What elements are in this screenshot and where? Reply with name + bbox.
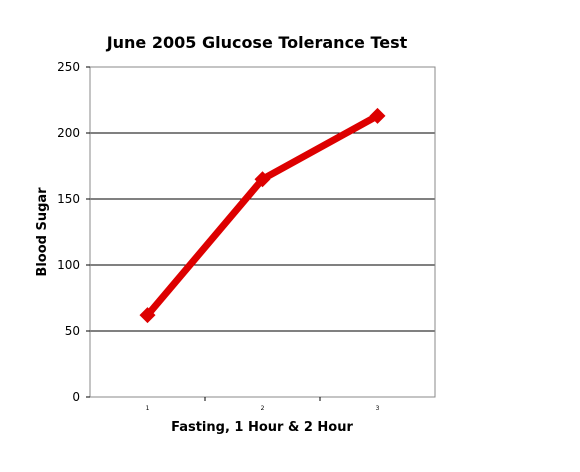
data-point-2	[254, 171, 271, 188]
y-tick-label-200: 200	[57, 126, 80, 140]
x-tick-label-1: 1	[146, 405, 150, 412]
x-tick-label-3: 3	[376, 405, 380, 412]
x-tick-label-2: 2	[261, 405, 265, 412]
y-tick-label-150: 150	[57, 192, 80, 206]
data-point-3	[369, 107, 386, 124]
y-tick-label-250: 250	[57, 60, 80, 74]
series-group	[139, 107, 386, 324]
data-point-1	[139, 307, 156, 324]
y-tick-label-0: 0	[72, 390, 80, 404]
series-line-0	[144, 112, 381, 319]
x-axis-ticks: 1 2 3	[146, 397, 380, 412]
y-axis-ticks: 0 50 100 150 200 250	[57, 60, 90, 404]
y-tick-label-100: 100	[57, 258, 80, 272]
chart-title: June 2005 Glucose Tolerance Test	[106, 33, 408, 52]
y-tick-label-50: 50	[65, 324, 80, 338]
gridlines	[90, 132, 435, 332]
y-axis-label: Blood Sugar	[35, 187, 50, 277]
plot-area-border	[89, 66, 436, 398]
x-axis-label: Fasting, 1 Hour & 2 Hour	[171, 420, 353, 435]
